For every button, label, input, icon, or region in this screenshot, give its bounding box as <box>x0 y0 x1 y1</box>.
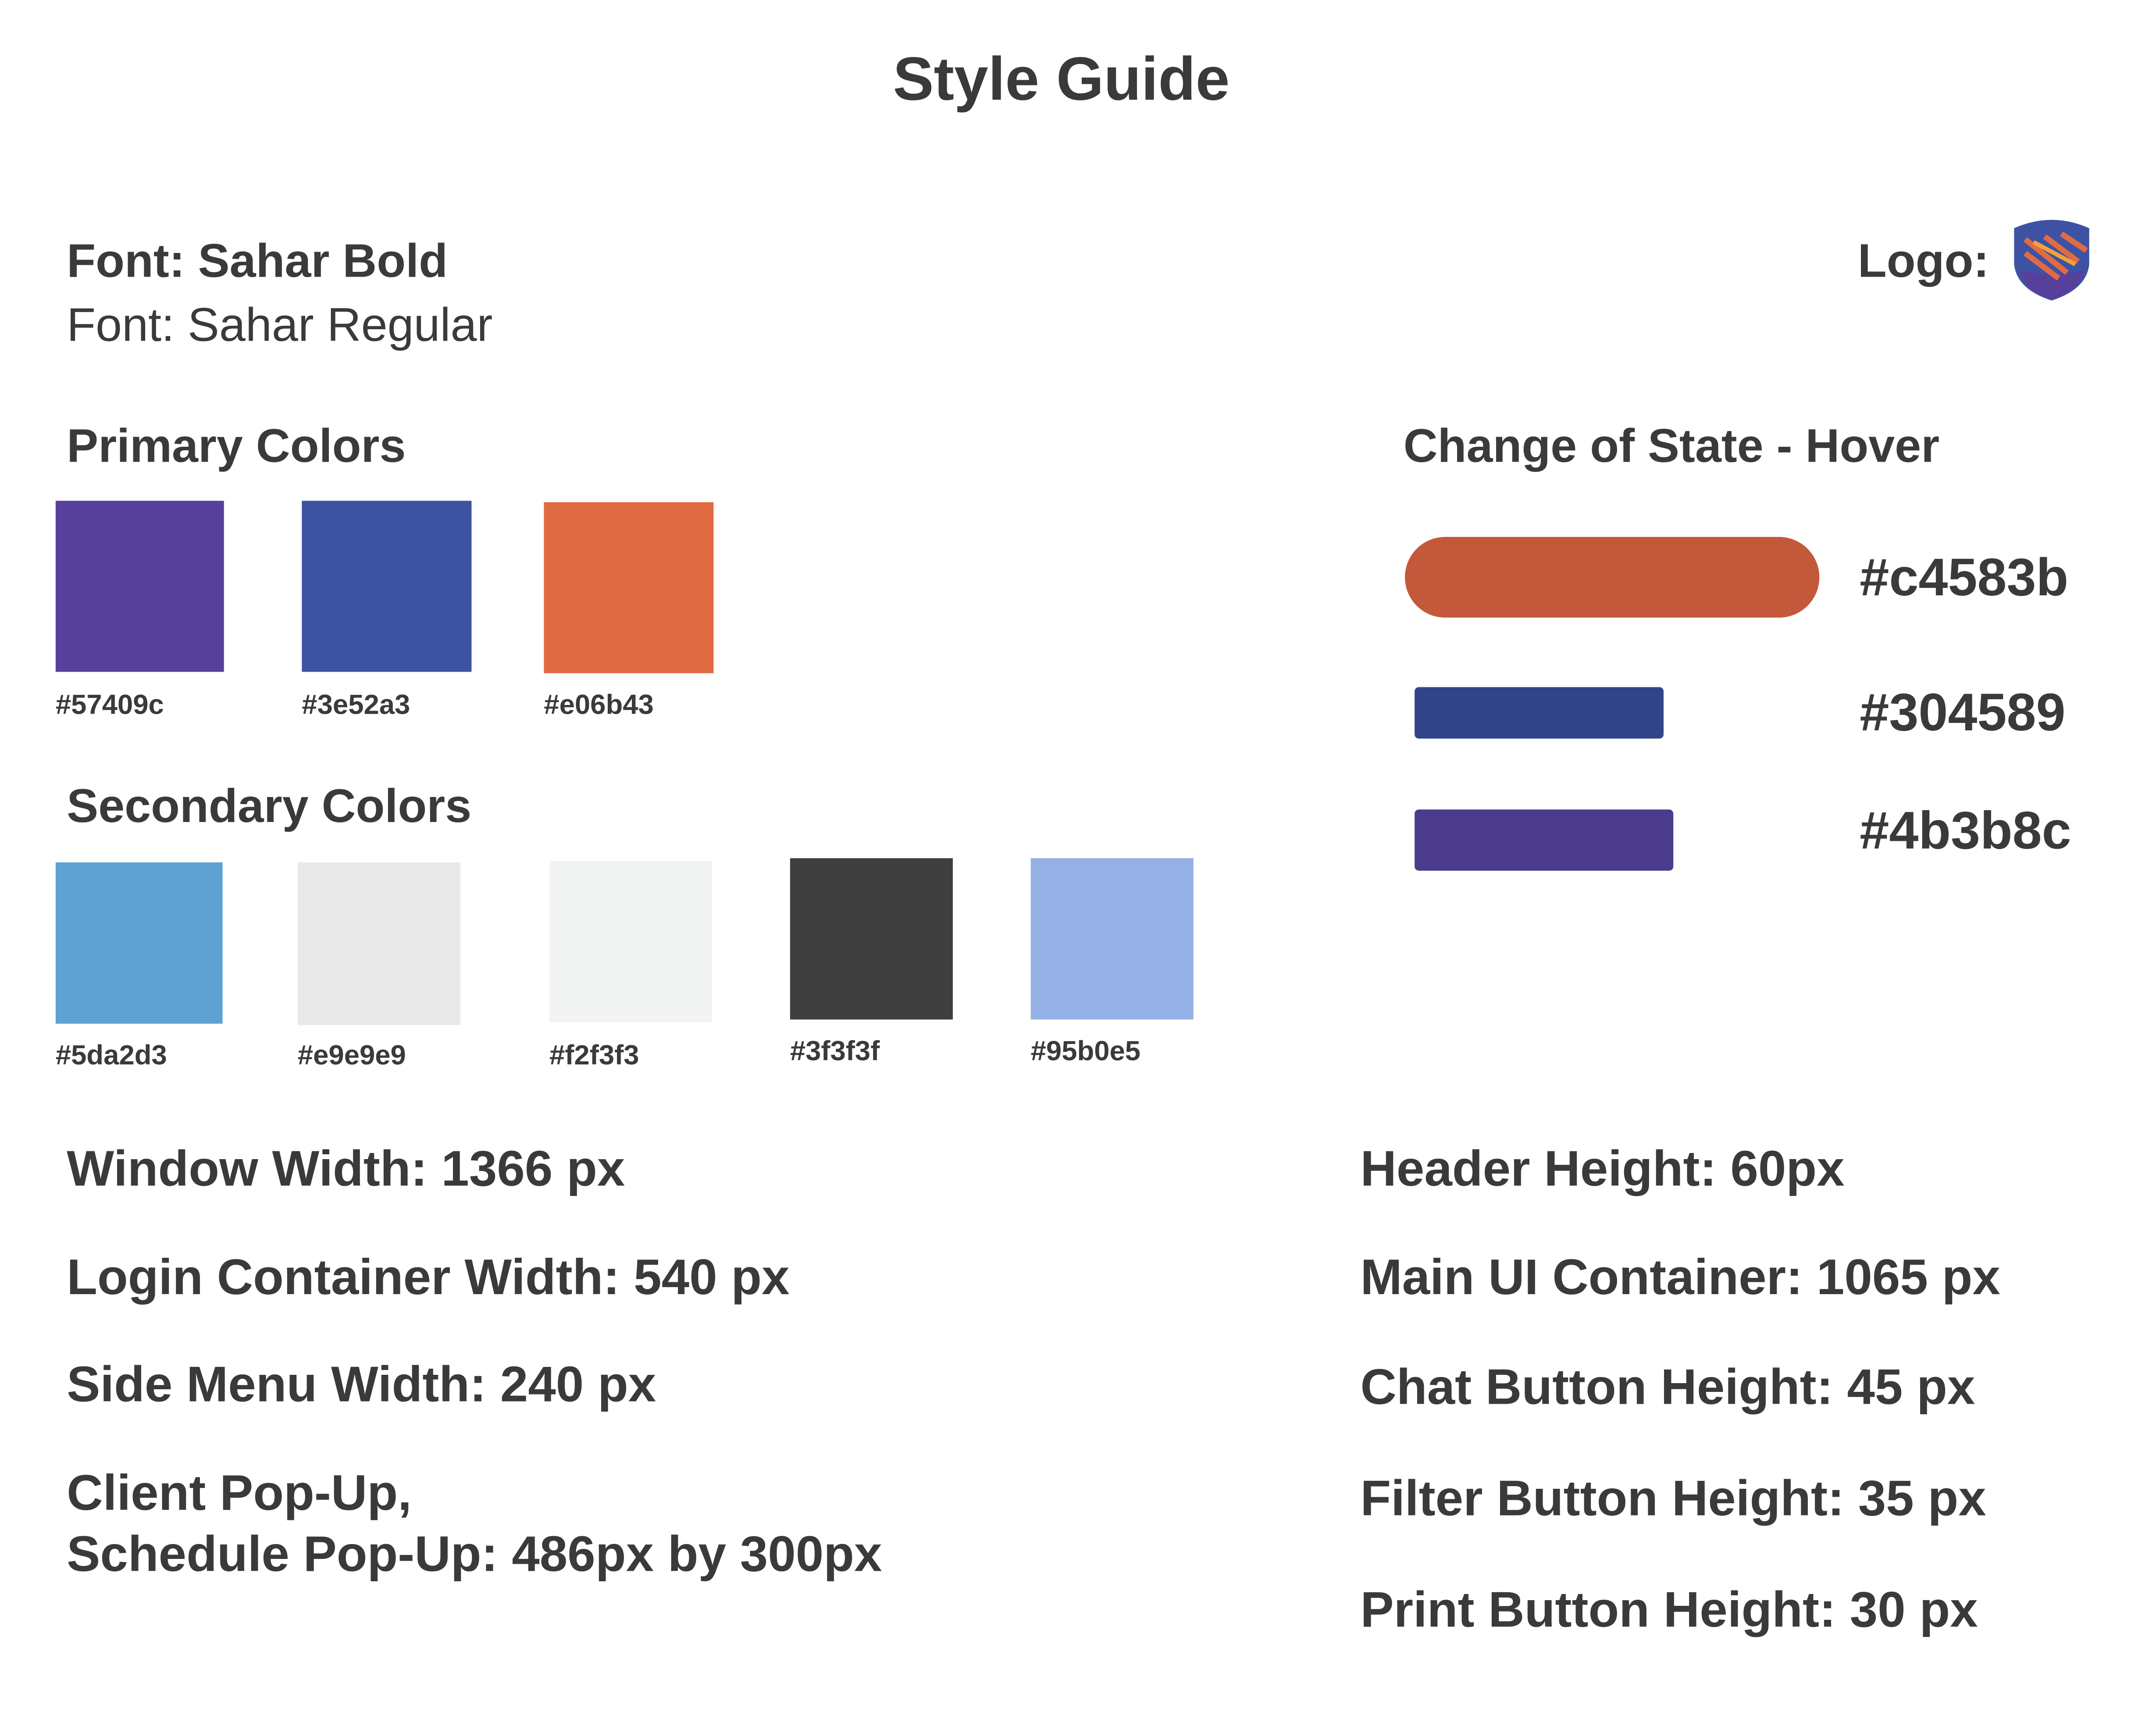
hover-button <box>1415 687 1664 739</box>
secondary-heading: Secondary Colors <box>67 779 471 832</box>
hover-code: #304589 <box>1860 683 2065 742</box>
spec-text: Side Menu Width: 240 px <box>67 1356 656 1412</box>
spec-text: Print Button Height: 30 px <box>1360 1582 1978 1637</box>
font-regular: Font: Sahar Regular <box>67 298 492 351</box>
color-swatch <box>55 501 224 672</box>
hover-code: #4b3b8c <box>1860 801 2071 860</box>
spec-text: Main UI Container: 1065 px <box>1360 1249 2000 1305</box>
color-code: #f2f3f3 <box>549 1040 639 1071</box>
primary-heading: Primary Colors <box>67 419 406 472</box>
color-code: #5da2d3 <box>56 1040 167 1071</box>
color-code: #e06b43 <box>544 690 653 720</box>
color-swatch <box>297 862 461 1025</box>
hover-button <box>1415 809 1674 871</box>
color-code: #3f3f3f <box>790 1035 880 1066</box>
spec-text: Login Container Width: 540 px <box>67 1249 789 1305</box>
color-swatch <box>1030 858 1194 1020</box>
color-swatch <box>55 862 223 1024</box>
hover-button <box>1404 537 1820 618</box>
spec-text: Filter Button Height: 35 px <box>1360 1471 1986 1526</box>
color-code: #57409c <box>56 690 164 720</box>
color-swatch <box>790 858 953 1020</box>
spec-text: Header Height: 60px <box>1360 1141 1844 1197</box>
spec-text: Window Width: 1366 px <box>67 1141 625 1197</box>
color-code: #95b0e5 <box>1031 1035 1140 1066</box>
color-swatch <box>302 501 472 672</box>
spec-text: Client Pop-Up, <box>67 1465 412 1521</box>
color-swatch <box>549 861 713 1022</box>
hover-code: #c4583b <box>1860 548 2068 607</box>
color-swatch <box>544 502 714 673</box>
color-code: #3e52a3 <box>302 690 410 720</box>
spec-text: Chat Button Height: 45 px <box>1360 1359 1975 1415</box>
hover-heading: Change of State - Hover <box>1404 419 1939 472</box>
color-code: #e9e9e9 <box>298 1040 406 1071</box>
font-bold: Font: Sahar Bold <box>67 234 448 287</box>
title: Style Guide <box>893 45 1230 113</box>
logo <box>2014 220 2089 301</box>
spec-text: Schedule Pop-Up: 486px by 300px <box>67 1526 882 1582</box>
logo-label: Logo: <box>1858 234 1989 287</box>
